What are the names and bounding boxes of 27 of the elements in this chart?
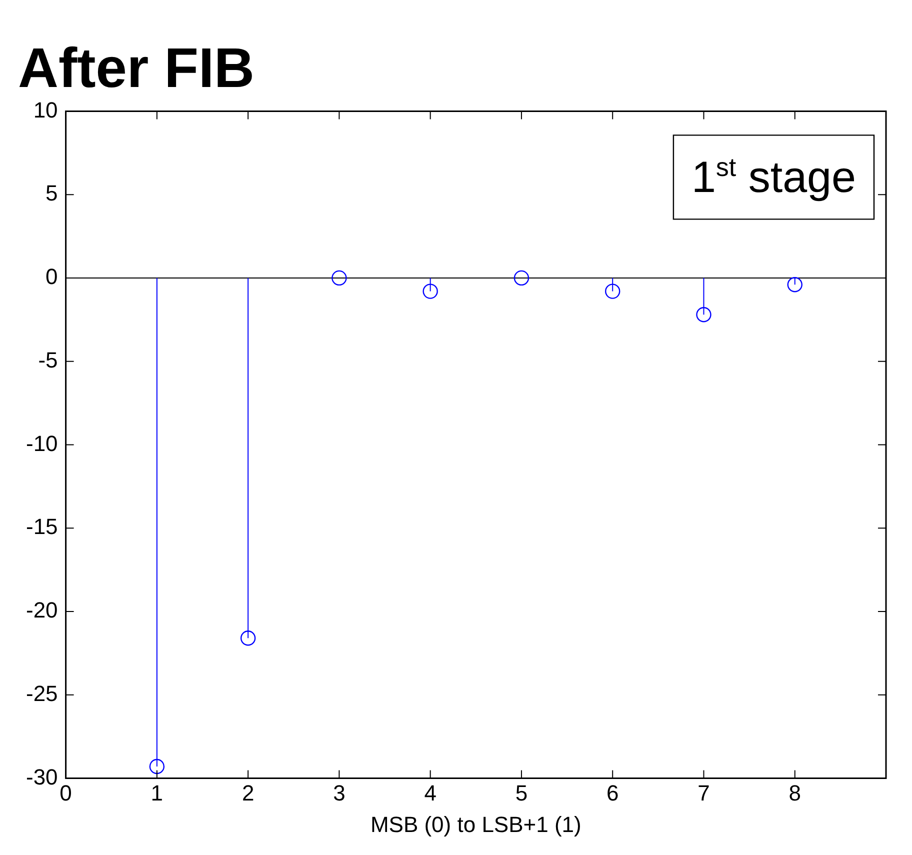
- y-tick-label: -25: [26, 680, 58, 706]
- y-tick-label: -10: [26, 430, 58, 456]
- x-tick-label: 3: [333, 780, 346, 806]
- x-tick-label: 8: [788, 780, 801, 806]
- x-tick-label: 7: [698, 780, 710, 806]
- x-tick-label: 6: [606, 780, 619, 806]
- x-axis-title: MSB (0) to LSB+1 (1): [370, 812, 582, 837]
- x-tick-label: 1: [150, 780, 164, 806]
- point: [696, 307, 712, 322]
- x-tick-label: 2: [242, 780, 254, 806]
- point: [332, 270, 347, 286]
- point: [149, 758, 165, 774]
- point: [422, 284, 438, 299]
- chart-title: After FIB: [18, 36, 254, 100]
- x-tick-label: 5: [515, 780, 528, 806]
- x-tick-label: 4: [424, 780, 436, 806]
- y-tick-label: -20: [26, 598, 58, 623]
- point: [514, 270, 530, 286]
- y-tick-label: -30: [26, 764, 58, 790]
- y-tick-label: -15: [26, 514, 58, 540]
- y-tick-label: 10: [33, 97, 58, 122]
- point: [240, 630, 256, 646]
- point: [605, 284, 620, 299]
- y-tick-label: 0: [46, 264, 58, 290]
- point: [787, 277, 802, 292]
- y-tick-label: -5: [38, 347, 58, 372]
- y-tick-label: 5: [46, 180, 58, 206]
